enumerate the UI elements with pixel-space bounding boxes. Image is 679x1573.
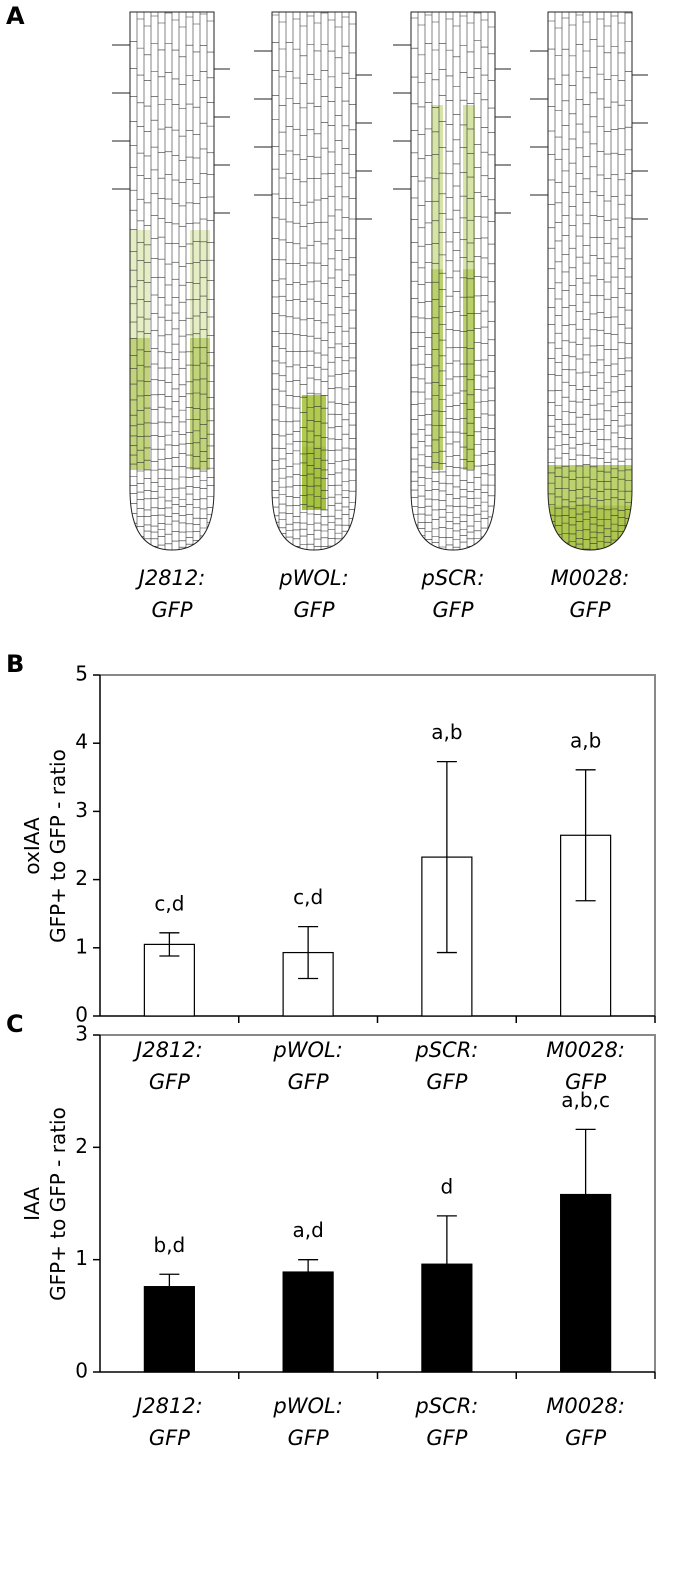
root-caption: pSCR: GFP — [421, 566, 485, 622]
y-tick-label: 0 — [75, 1003, 88, 1027]
significance-label: d — [441, 1174, 454, 1198]
y-tick-label: 4 — [75, 730, 88, 754]
y-tick-label: 1 — [75, 934, 88, 958]
x-tick-label: pSCR: GFP — [415, 1038, 479, 1094]
panel-label: A — [6, 2, 25, 30]
x-tick-label: pWOL: GFP — [273, 1038, 343, 1094]
y-tick-label: 1 — [75, 1246, 88, 1270]
bar — [282, 1271, 334, 1373]
x-tick-label: M0028: GFP — [546, 1394, 625, 1450]
gfp-region — [463, 269, 475, 470]
panel-label: B — [6, 650, 25, 678]
root-caption: J2812: GFP — [138, 566, 206, 622]
root-outline — [129, 11, 215, 551]
x-tick-label: M0028: GFP — [546, 1038, 625, 1094]
gfp-region — [431, 269, 443, 470]
y-axis-label: oxIAA GFP+ to GFP - ratio — [20, 748, 70, 943]
y-tick-label: 0 — [75, 1359, 88, 1383]
y-axis-label: IAA GFP+ to GFP - ratio — [20, 1106, 70, 1301]
significance-label: a,d — [292, 1218, 323, 1242]
significance-label: c,d — [154, 891, 184, 915]
significance-label: a,b — [570, 728, 601, 752]
root — [130, 12, 214, 550]
root — [411, 12, 495, 550]
significance-label: b,d — [154, 1233, 186, 1257]
significance-label: a,b,c — [561, 1088, 610, 1112]
plot-frame — [100, 674, 656, 1016]
y-tick-label: 2 — [75, 866, 88, 890]
gfp-region — [130, 338, 150, 470]
significance-label: a,b — [431, 720, 462, 744]
x-tick-label: J2812: GFP — [136, 1394, 203, 1450]
root-caption: pWOL: GFP — [279, 566, 349, 622]
root-outline — [547, 11, 633, 551]
root-outline — [271, 11, 357, 551]
significance-label: c,d — [293, 885, 323, 909]
x-tick-label: pWOL: GFP — [273, 1394, 343, 1450]
y-tick-label: 5 — [75, 662, 88, 686]
y-tick-label: 2 — [75, 1134, 88, 1158]
y-tick-label: 3 — [75, 1022, 88, 1046]
root — [548, 12, 632, 550]
y-tick-label: 3 — [75, 798, 88, 822]
root-outline — [410, 11, 496, 551]
root-caption: M0028: GFP — [550, 566, 630, 622]
x-tick-label: pSCR: GFP — [415, 1394, 479, 1450]
panel-label: C — [6, 1010, 24, 1038]
root — [272, 12, 356, 550]
plot-frame — [100, 1034, 656, 1372]
x-tick-label: J2812: GFP — [136, 1038, 203, 1094]
